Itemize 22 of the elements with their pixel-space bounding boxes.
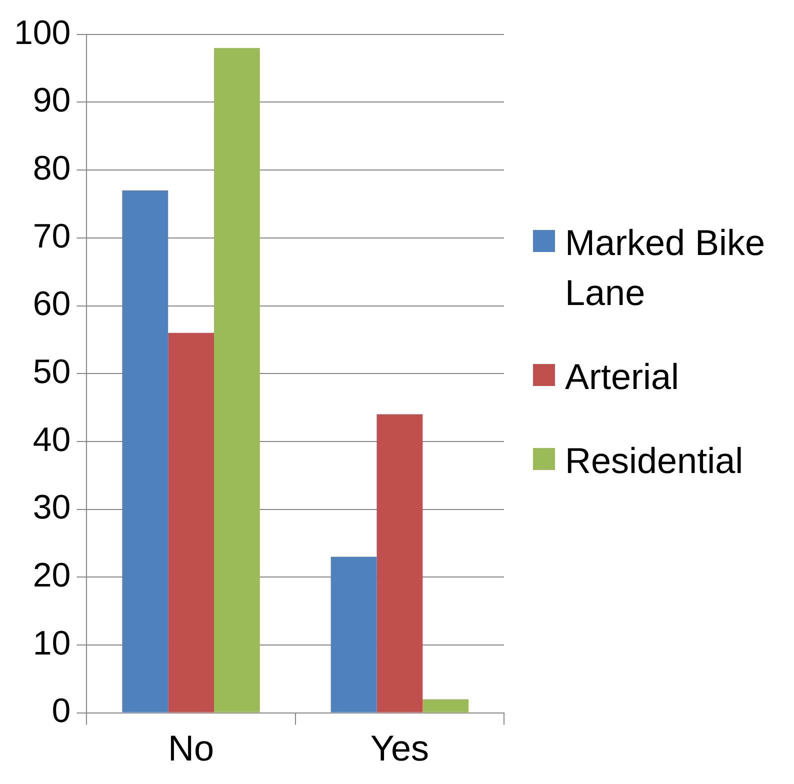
y-tick-label: 100 <box>14 14 71 52</box>
x-tick-label: No <box>168 727 214 768</box>
y-tick-label: 20 <box>32 556 71 594</box>
bar <box>214 48 260 712</box>
y-tick-label: 80 <box>32 149 71 188</box>
y-tick-label: 60 <box>32 285 71 324</box>
legend-label: Arterial <box>565 355 680 399</box>
bar <box>422 699 469 712</box>
bar <box>122 190 168 712</box>
x-tick-label: Yes <box>370 727 430 768</box>
y-tick-label: 40 <box>32 420 71 459</box>
y-tick-label: 70 <box>32 217 71 256</box>
y-tick-label: 0 <box>52 692 71 730</box>
y-tick-label: 10 <box>32 624 71 662</box>
legend-label: Marked Bike Lane <box>565 221 766 315</box>
bar <box>376 414 423 712</box>
legend-label: Residential <box>565 439 744 483</box>
y-tick-label: 90 <box>32 82 71 120</box>
bar <box>168 332 214 712</box>
y-tick-label: 50 <box>32 352 71 391</box>
bar <box>330 556 377 712</box>
y-tick-label: 30 <box>32 488 71 527</box>
